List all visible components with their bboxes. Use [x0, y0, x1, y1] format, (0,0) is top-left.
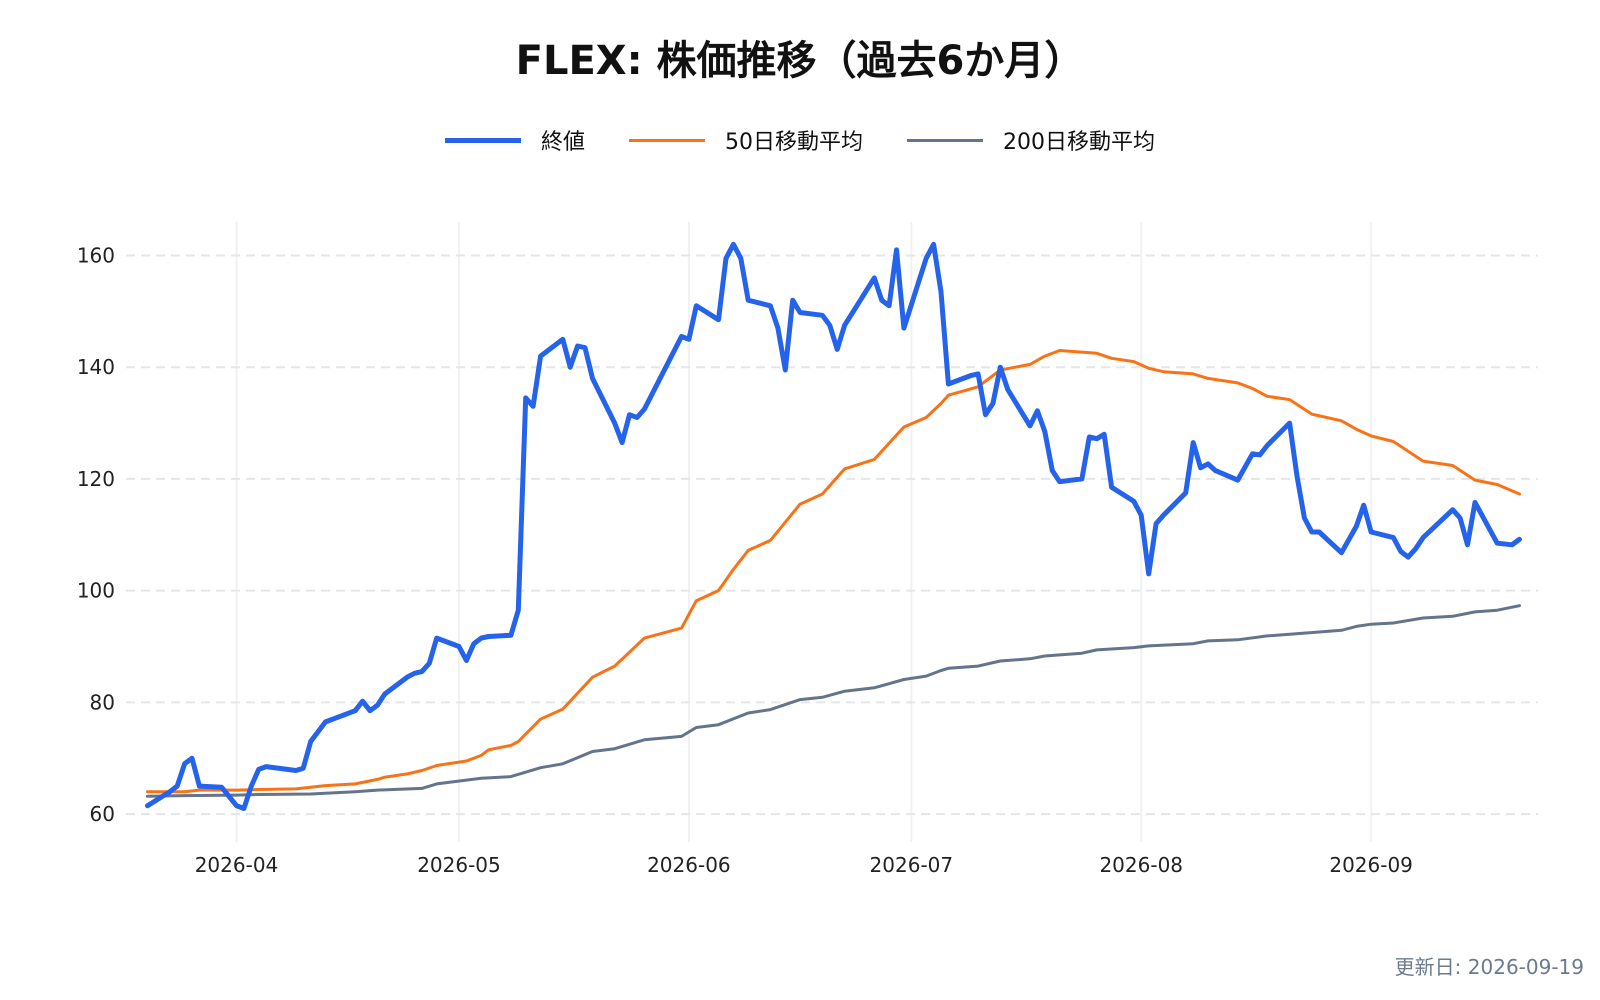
series-line-ma50 [146, 349, 1521, 794]
y-tick-label: 140 [77, 355, 115, 379]
updated-date: 更新日: 2026-09-19 [1394, 955, 1584, 979]
series-line-ma200 [146, 604, 1521, 798]
legend-swatch-ma50 [629, 138, 705, 142]
y-tick-label: 160 [77, 244, 115, 268]
y-tick-label: 80 [90, 690, 115, 714]
x-tick-label: 2026-04 [195, 853, 279, 877]
series-line-close [145, 241, 1522, 811]
legend-item-ma200[interactable]: 200日移動平均 [907, 124, 1155, 156]
legend-item-ma50[interactable]: 50日移動平均 [629, 124, 863, 156]
legend-item-close[interactable]: 終値 [444, 124, 585, 156]
y-tick-label: 120 [77, 467, 115, 491]
y-tick-label: 100 [77, 579, 115, 603]
legend-label-close: 終値 [540, 130, 585, 155]
y-tick-label: 60 [90, 802, 115, 826]
series-layer [145, 241, 1522, 811]
legend-swatch-ma200 [907, 138, 983, 142]
x-tick-label: 2026-09 [1329, 853, 1413, 877]
y-gridlines [126, 254, 1538, 816]
chart-legend: 終値 50日移動平均 200日移動平均 [0, 124, 1600, 156]
x-tick-label: 2026-07 [870, 853, 954, 877]
legend-label-ma50: 50日移動平均 [725, 130, 863, 155]
x-tick-label: 2026-06 [647, 853, 731, 877]
x-tick-label: 2026-08 [1099, 853, 1183, 877]
legend-swatch-close [444, 137, 521, 143]
y-axis-ticks: 60 80 100 120 140 160 [77, 244, 115, 827]
x-axis-ticks: 2026-04 2026-05 2026-06 2026-07 2026-08 2026-… [195, 853, 1413, 877]
chart-title: FLEX: 株価推移（過去6か月） [515, 38, 1085, 84]
x-tick-label: 2026-05 [417, 853, 501, 877]
legend-label-ma200: 200日移動平均 [1003, 130, 1155, 155]
